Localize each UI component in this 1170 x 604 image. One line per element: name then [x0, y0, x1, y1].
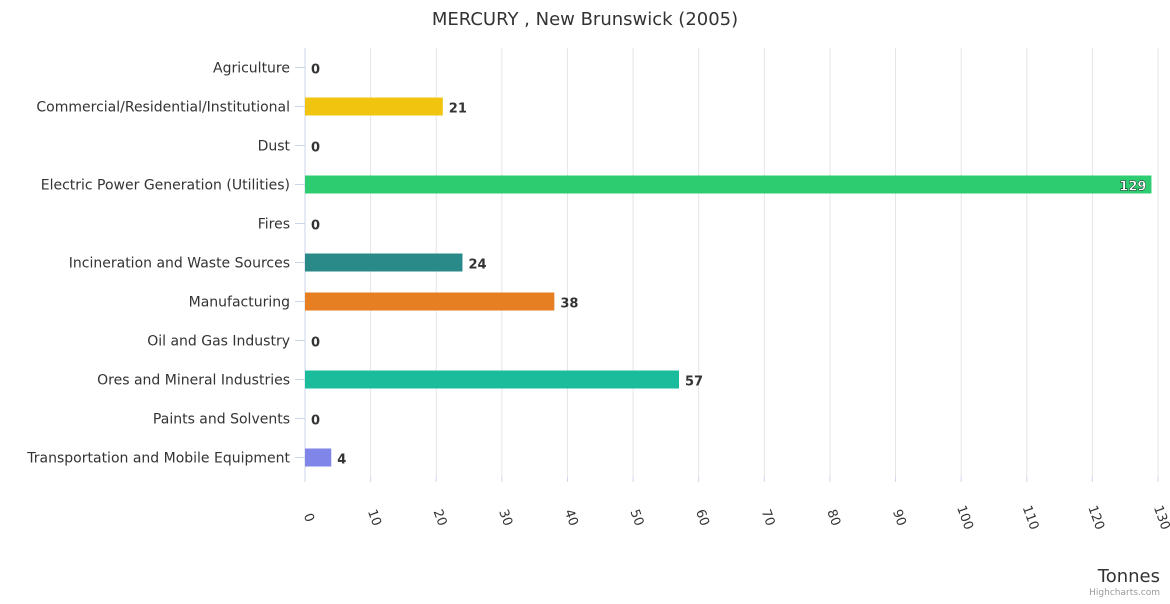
value-axis: 0 10 20 30 40 50 60 70 80 90 100 110 120 130: [300, 477, 1170, 532]
category-label: Electric Power Generation (Utilities): [41, 178, 290, 194]
category-label: Incineration and Waste Sources: [69, 256, 290, 272]
category-label: Commercial/Residential/Institutional: [36, 100, 290, 116]
tick-label: 50: [626, 507, 646, 528]
data-label: 0: [311, 141, 320, 156]
category-label: Oil and Gas Industry: [147, 334, 290, 350]
tick-label: 70: [758, 507, 778, 528]
data-label: 0: [311, 414, 320, 429]
tick-label: 80: [823, 507, 843, 528]
category-label: Paints and Solvents: [153, 412, 290, 428]
category-label: Fires: [258, 217, 290, 233]
data-label: 21: [449, 102, 467, 117]
bar: [305, 448, 332, 467]
bar: [305, 370, 680, 389]
tick-label: 40: [561, 507, 581, 528]
data-label: 4: [337, 453, 346, 468]
tick-label: 130: [1150, 504, 1170, 532]
credits-link[interactable]: Highcharts.com: [1089, 588, 1160, 598]
tick-label: 100: [953, 504, 976, 532]
tick-label: 30: [495, 507, 515, 528]
category-label: Manufacturing: [189, 295, 290, 311]
tick-label: 60: [692, 507, 712, 528]
data-label: 0: [311, 63, 320, 78]
bar: [305, 97, 443, 116]
bar-series: 0 21 0 129 0 24 38 0 57 0 4: [305, 63, 1152, 468]
bar: [305, 253, 463, 272]
category-axis: Agriculture Commercial/Residential/Instit…: [26, 48, 306, 477]
category-label: Dust: [258, 139, 291, 155]
chart-title: MERCURY , New Brunswick (2005): [432, 9, 738, 30]
axis-title: Tonnes: [1097, 566, 1160, 587]
data-label: 0: [311, 336, 320, 351]
tick-label: 0: [300, 511, 317, 524]
data-label: 129: [1119, 180, 1146, 195]
data-label: 24: [468, 258, 486, 273]
bar: [305, 292, 555, 311]
tick-label: 120: [1084, 504, 1107, 532]
data-label: 0: [311, 219, 320, 234]
tick-label: 20: [430, 507, 450, 528]
data-label: 57: [685, 375, 703, 390]
category-label: Ores and Mineral Industries: [97, 373, 290, 389]
bar: [305, 175, 1152, 194]
grid-lines: [370, 48, 1159, 477]
tick-label: 90: [889, 507, 909, 528]
data-label: 38: [560, 297, 578, 312]
category-label: Transportation and Mobile Equipment: [26, 451, 290, 467]
tick-label: 10: [364, 507, 384, 528]
tick-label: 110: [1019, 504, 1042, 532]
category-label: Agriculture: [213, 61, 290, 77]
